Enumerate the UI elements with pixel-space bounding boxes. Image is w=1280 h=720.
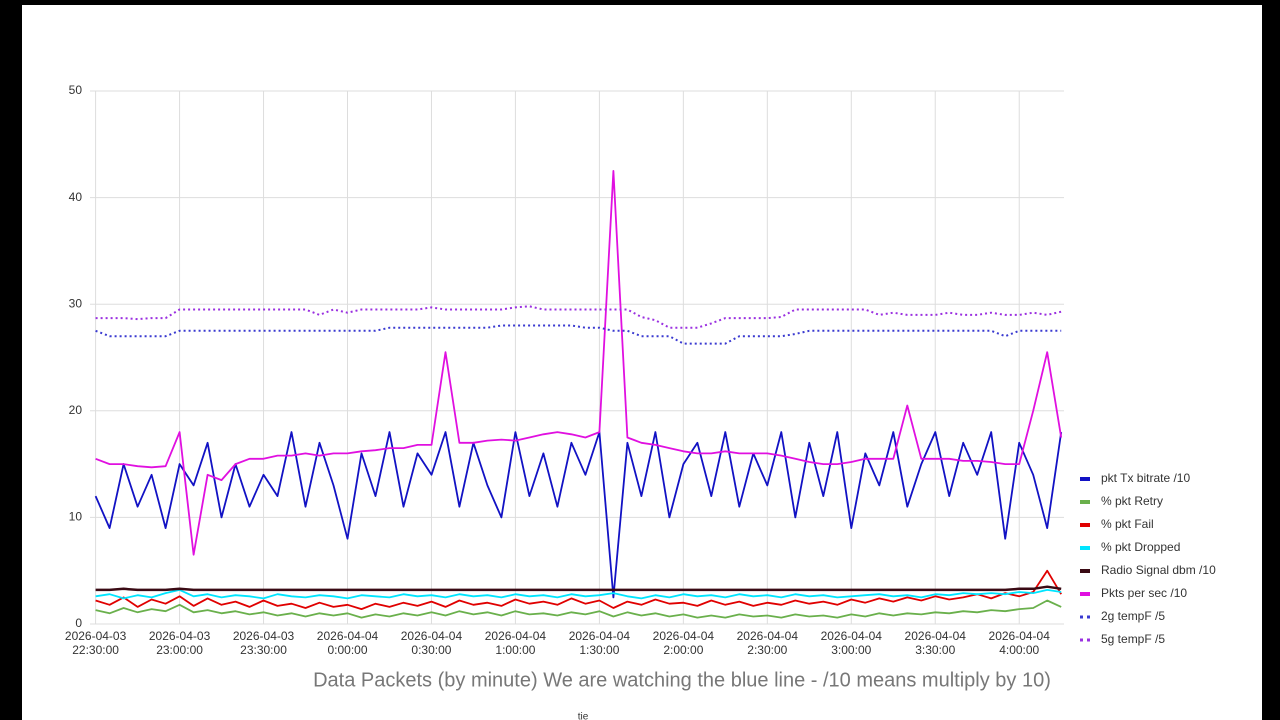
legend-label: % pkt Retry — [1101, 494, 1163, 508]
series-line — [95, 585, 1062, 592]
page-area — [22, 5, 1262, 720]
y-tick-label: 0 — [75, 616, 82, 630]
y-tick-label: 50 — [69, 83, 83, 97]
x-tick-label: 2026-04-03 23:00:00 — [149, 629, 211, 657]
series-line — [94, 431, 1063, 599]
series-line — [95, 170, 1063, 556]
series-line — [95, 599, 1062, 619]
y-tick-label: 20 — [69, 403, 83, 417]
x-tick-label: 2026-04-04 1:00:00 — [485, 629, 547, 657]
chart-title: Data Packets (by minute) We are watching… — [313, 669, 1051, 691]
x-tick-label: 2026-04-04 3:30:00 — [905, 629, 967, 657]
x-tick-label: 2026-04-04 2:00:00 — [653, 629, 715, 657]
series-line — [95, 569, 1062, 610]
y-tick-label: 40 — [69, 190, 83, 204]
x-tick-label: 2026-04-04 4:00:00 — [989, 629, 1051, 657]
x-tick-label: 2026-04-04 0:30:00 — [401, 629, 463, 657]
x-tick-label: 2026-04-04 0:00:00 — [317, 629, 379, 657]
legend-label: pkt Tx bitrate /10 — [1101, 471, 1190, 485]
legend-label: Radio Signal dbm /10 — [1101, 563, 1216, 577]
x-tick-label: 2026-04-04 2:30:00 — [737, 629, 799, 657]
annotation: tie — [578, 712, 589, 720]
y-tick-label: 30 — [69, 296, 83, 310]
x-tick-label: 2026-04-04 3:00:00 — [821, 629, 883, 657]
x-tick-label: 2026-04-04 1:30:00 — [569, 629, 631, 657]
legend-label: Pkts per sec /10 — [1101, 586, 1187, 600]
legend-label: 5g tempF /5 — [1101, 632, 1165, 646]
series-line — [95, 324, 1062, 345]
legend-label: % pkt Dropped — [1101, 540, 1180, 554]
legend-label: 2g tempF /5 — [1101, 609, 1165, 623]
legend-label: % pkt Fail — [1101, 517, 1154, 531]
x-tick-label: 2026-04-03 23:30:00 — [233, 629, 295, 657]
y-tick-label: 10 — [69, 510, 83, 524]
x-tick-label: 2026-04-03 22:30:00 — [65, 629, 127, 657]
series-line — [95, 589, 1062, 600]
